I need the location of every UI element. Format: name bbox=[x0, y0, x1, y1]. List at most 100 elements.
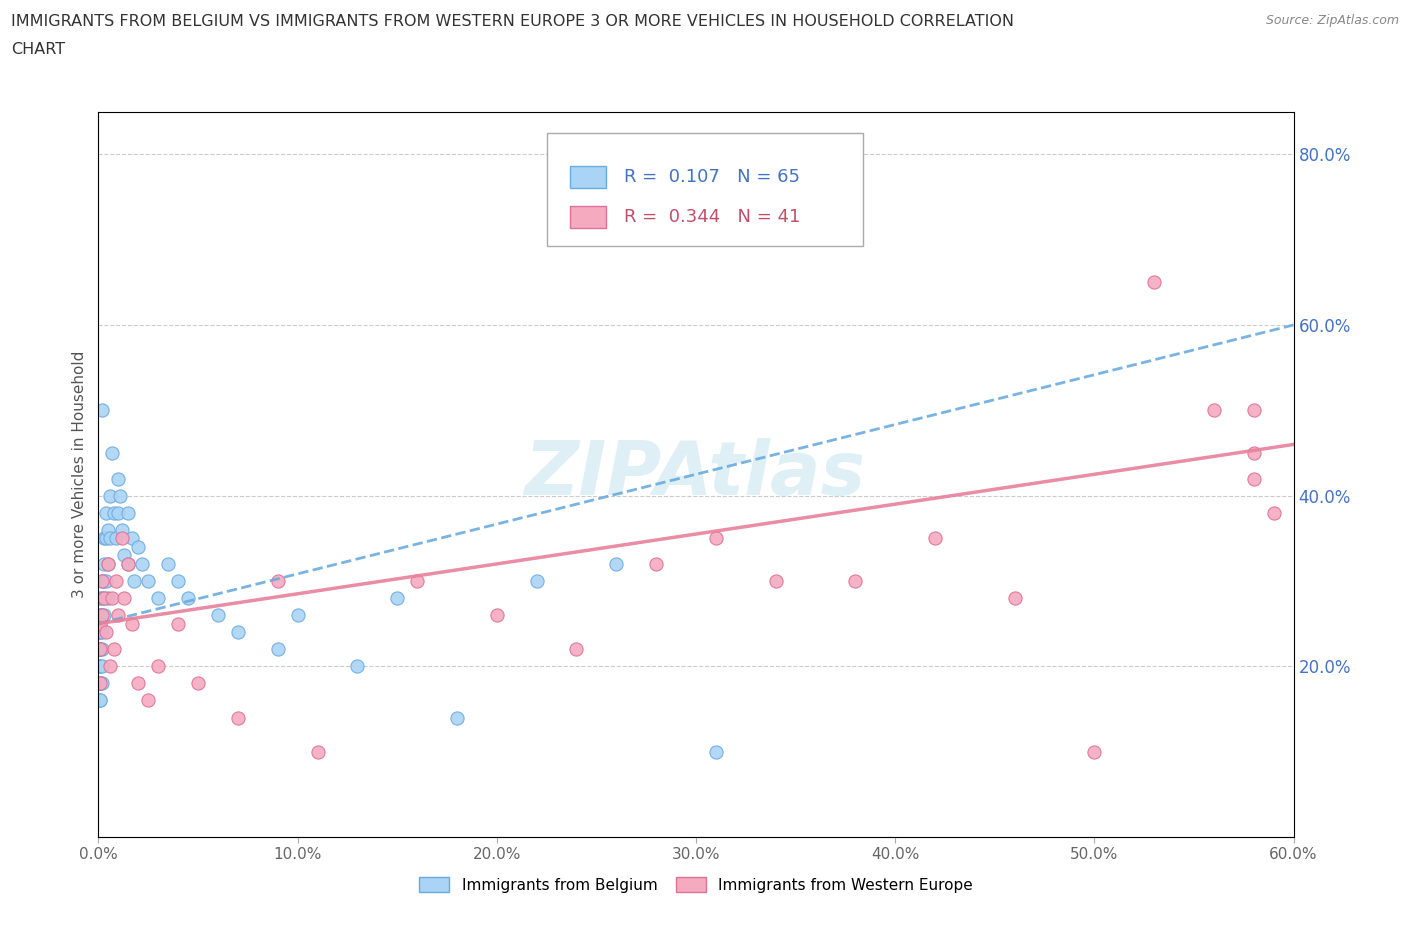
Point bbox=[406, 574, 429, 589]
Point bbox=[267, 642, 290, 657]
Point bbox=[1243, 445, 1265, 460]
Point bbox=[1243, 403, 1265, 418]
Point bbox=[93, 607, 115, 622]
Point bbox=[131, 556, 153, 571]
Point bbox=[107, 505, 129, 520]
Point bbox=[446, 711, 468, 725]
Point bbox=[105, 531, 128, 546]
Point bbox=[107, 607, 129, 622]
Point bbox=[101, 591, 124, 605]
Point bbox=[226, 711, 249, 725]
Point bbox=[89, 642, 111, 657]
Point bbox=[187, 676, 209, 691]
Point bbox=[98, 488, 122, 503]
Point bbox=[346, 658, 368, 673]
Point bbox=[127, 676, 149, 691]
Point bbox=[117, 556, 139, 571]
Point bbox=[1263, 505, 1285, 520]
Point bbox=[167, 574, 190, 589]
Point bbox=[93, 591, 115, 605]
Point bbox=[91, 625, 114, 640]
Point bbox=[91, 403, 114, 418]
Point bbox=[89, 658, 111, 673]
Bar bbox=[571, 206, 606, 228]
Point bbox=[124, 574, 146, 589]
Text: CHART: CHART bbox=[11, 42, 65, 57]
Point bbox=[93, 574, 115, 589]
Point bbox=[1243, 472, 1265, 486]
Point bbox=[91, 574, 114, 589]
Point bbox=[91, 574, 114, 589]
Point bbox=[157, 556, 180, 571]
Point bbox=[485, 607, 508, 622]
Point bbox=[111, 523, 134, 538]
Point bbox=[89, 658, 111, 673]
Point bbox=[89, 617, 111, 631]
Point bbox=[645, 556, 668, 571]
Point bbox=[110, 488, 132, 503]
Point bbox=[98, 531, 122, 546]
Bar bbox=[571, 166, 606, 188]
Point bbox=[136, 574, 159, 589]
Point bbox=[89, 607, 111, 622]
Point bbox=[101, 445, 124, 460]
Point bbox=[89, 676, 111, 691]
Point bbox=[89, 642, 111, 657]
Point bbox=[91, 591, 114, 605]
Y-axis label: 3 or more Vehicles in Household: 3 or more Vehicles in Household bbox=[72, 351, 87, 598]
Point bbox=[765, 574, 787, 589]
Point bbox=[96, 531, 118, 546]
Point bbox=[93, 531, 115, 546]
Point bbox=[97, 591, 120, 605]
Point bbox=[103, 642, 125, 657]
Point bbox=[844, 574, 866, 589]
Point bbox=[148, 658, 170, 673]
Text: R =  0.344   N = 41: R = 0.344 N = 41 bbox=[624, 207, 800, 226]
Point bbox=[96, 625, 118, 640]
Point bbox=[89, 693, 111, 708]
Point bbox=[121, 531, 143, 546]
Point bbox=[1143, 275, 1166, 290]
Point bbox=[112, 548, 135, 563]
Point bbox=[97, 523, 120, 538]
Point bbox=[98, 658, 122, 673]
Point bbox=[136, 693, 159, 708]
Point bbox=[207, 607, 229, 622]
Point bbox=[91, 676, 114, 691]
Point bbox=[385, 591, 409, 605]
Point bbox=[91, 642, 114, 657]
Point bbox=[89, 642, 111, 657]
Point bbox=[148, 591, 170, 605]
Point bbox=[287, 607, 309, 622]
Point bbox=[89, 693, 111, 708]
Point bbox=[226, 625, 249, 640]
Point bbox=[89, 617, 111, 631]
Point bbox=[97, 556, 120, 571]
Point bbox=[267, 574, 290, 589]
Point bbox=[111, 531, 134, 546]
Point bbox=[117, 505, 139, 520]
Point bbox=[107, 472, 129, 486]
Point bbox=[89, 676, 111, 691]
Point bbox=[924, 531, 946, 546]
Point bbox=[127, 539, 149, 554]
Point bbox=[91, 607, 114, 622]
Point bbox=[91, 607, 114, 622]
Point bbox=[526, 574, 548, 589]
Point bbox=[89, 676, 111, 691]
Point bbox=[112, 591, 135, 605]
Point bbox=[167, 617, 190, 631]
Point bbox=[93, 556, 115, 571]
Point bbox=[121, 617, 143, 631]
Point bbox=[89, 625, 111, 640]
Point bbox=[103, 505, 125, 520]
Point bbox=[177, 591, 200, 605]
Point bbox=[89, 625, 111, 640]
Point bbox=[704, 531, 727, 546]
Point bbox=[93, 591, 115, 605]
Point bbox=[565, 642, 588, 657]
Text: R =  0.107   N = 65: R = 0.107 N = 65 bbox=[624, 168, 800, 186]
Point bbox=[89, 642, 111, 657]
Text: IMMIGRANTS FROM BELGIUM VS IMMIGRANTS FROM WESTERN EUROPE 3 OR MORE VEHICLES IN : IMMIGRANTS FROM BELGIUM VS IMMIGRANTS FR… bbox=[11, 14, 1014, 29]
Point bbox=[117, 556, 139, 571]
